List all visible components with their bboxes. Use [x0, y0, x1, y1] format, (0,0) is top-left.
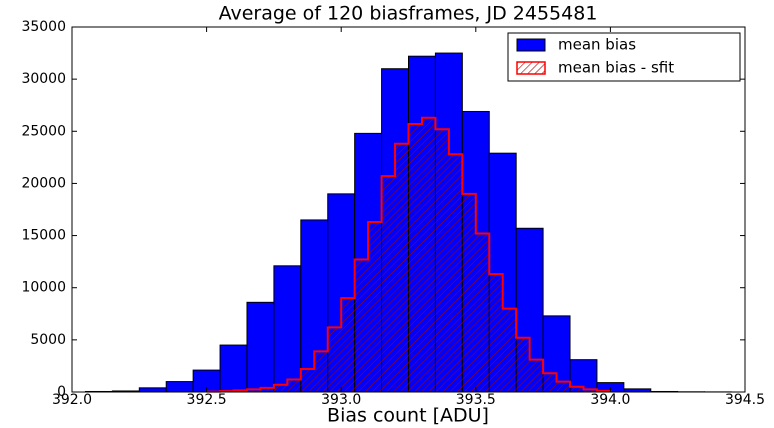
histogram-bar: [408, 123, 422, 392]
legend-box: [507, 32, 741, 82]
histogram-bar: [314, 351, 328, 392]
x-tick-label: 394.5: [725, 392, 765, 408]
y-tick-label: 0: [57, 384, 66, 400]
histogram-bar: [273, 265, 302, 393]
histogram-bar: [502, 308, 517, 392]
step-outline: [205, 116, 612, 393]
legend-label: mean bias - sfit: [558, 59, 674, 77]
x-tick-label: 392.0: [52, 392, 92, 408]
y-tick-label: 25000: [21, 123, 66, 139]
histogram-bar: [448, 154, 463, 392]
x-tick-label: 392.5: [187, 392, 227, 408]
histogram-bar: [556, 381, 571, 392]
axes-frame: [71, 26, 746, 393]
histogram-bar: [543, 373, 557, 392]
legend: mean bias mean bias - sfit: [507, 32, 741, 82]
histogram-bar: [570, 386, 584, 392]
y-tick-label: 35000: [21, 19, 66, 35]
y-tick-label: 10000: [21, 280, 66, 296]
histogram-bar: [421, 117, 436, 392]
x-axis-label: Bias count [ADU]: [327, 405, 489, 427]
histogram-bar: [529, 359, 544, 392]
chart-title: Average of 120 biasframes, JD 2455481: [219, 3, 598, 25]
histogram-bar: [341, 298, 355, 392]
legend-label: mean bias: [558, 36, 636, 54]
histogram-bar: [300, 369, 315, 392]
histogram-bar: [246, 301, 275, 393]
histogram-bar: [583, 389, 597, 392]
histogram-bar: [395, 143, 409, 392]
histogram-bar: [368, 222, 382, 392]
legend-swatch: [516, 38, 546, 52]
plot-area: [84, 52, 733, 393]
histogram-bar: [354, 259, 369, 392]
histogram-bar: [165, 381, 194, 393]
histogram-bar: [435, 129, 449, 392]
x-tick-label: 393.0: [321, 392, 361, 408]
x-tick-label: 393.5: [456, 392, 496, 408]
histogram-bar: [516, 337, 530, 392]
histogram-bar: [287, 379, 301, 392]
histogram-bar: [260, 387, 274, 392]
histogram-bar: [462, 193, 476, 392]
y-tick-label: 5000: [30, 332, 66, 348]
legend-swatch: [516, 61, 546, 75]
histogram-bar: [219, 344, 248, 393]
histogram-bar: [246, 389, 261, 392]
y-tick-label: 20000: [21, 175, 66, 191]
histogram-bar: [489, 274, 503, 392]
x-tick-label: 394.0: [590, 392, 630, 408]
histogram-bar: [138, 387, 167, 393]
histogram-bar: [381, 176, 396, 392]
histogram-bar: [475, 233, 490, 392]
y-tick-label: 15000: [21, 228, 66, 244]
histogram-bar: [273, 384, 288, 392]
histogram-bar: [327, 327, 342, 392]
y-tick-label: 30000: [21, 71, 66, 87]
